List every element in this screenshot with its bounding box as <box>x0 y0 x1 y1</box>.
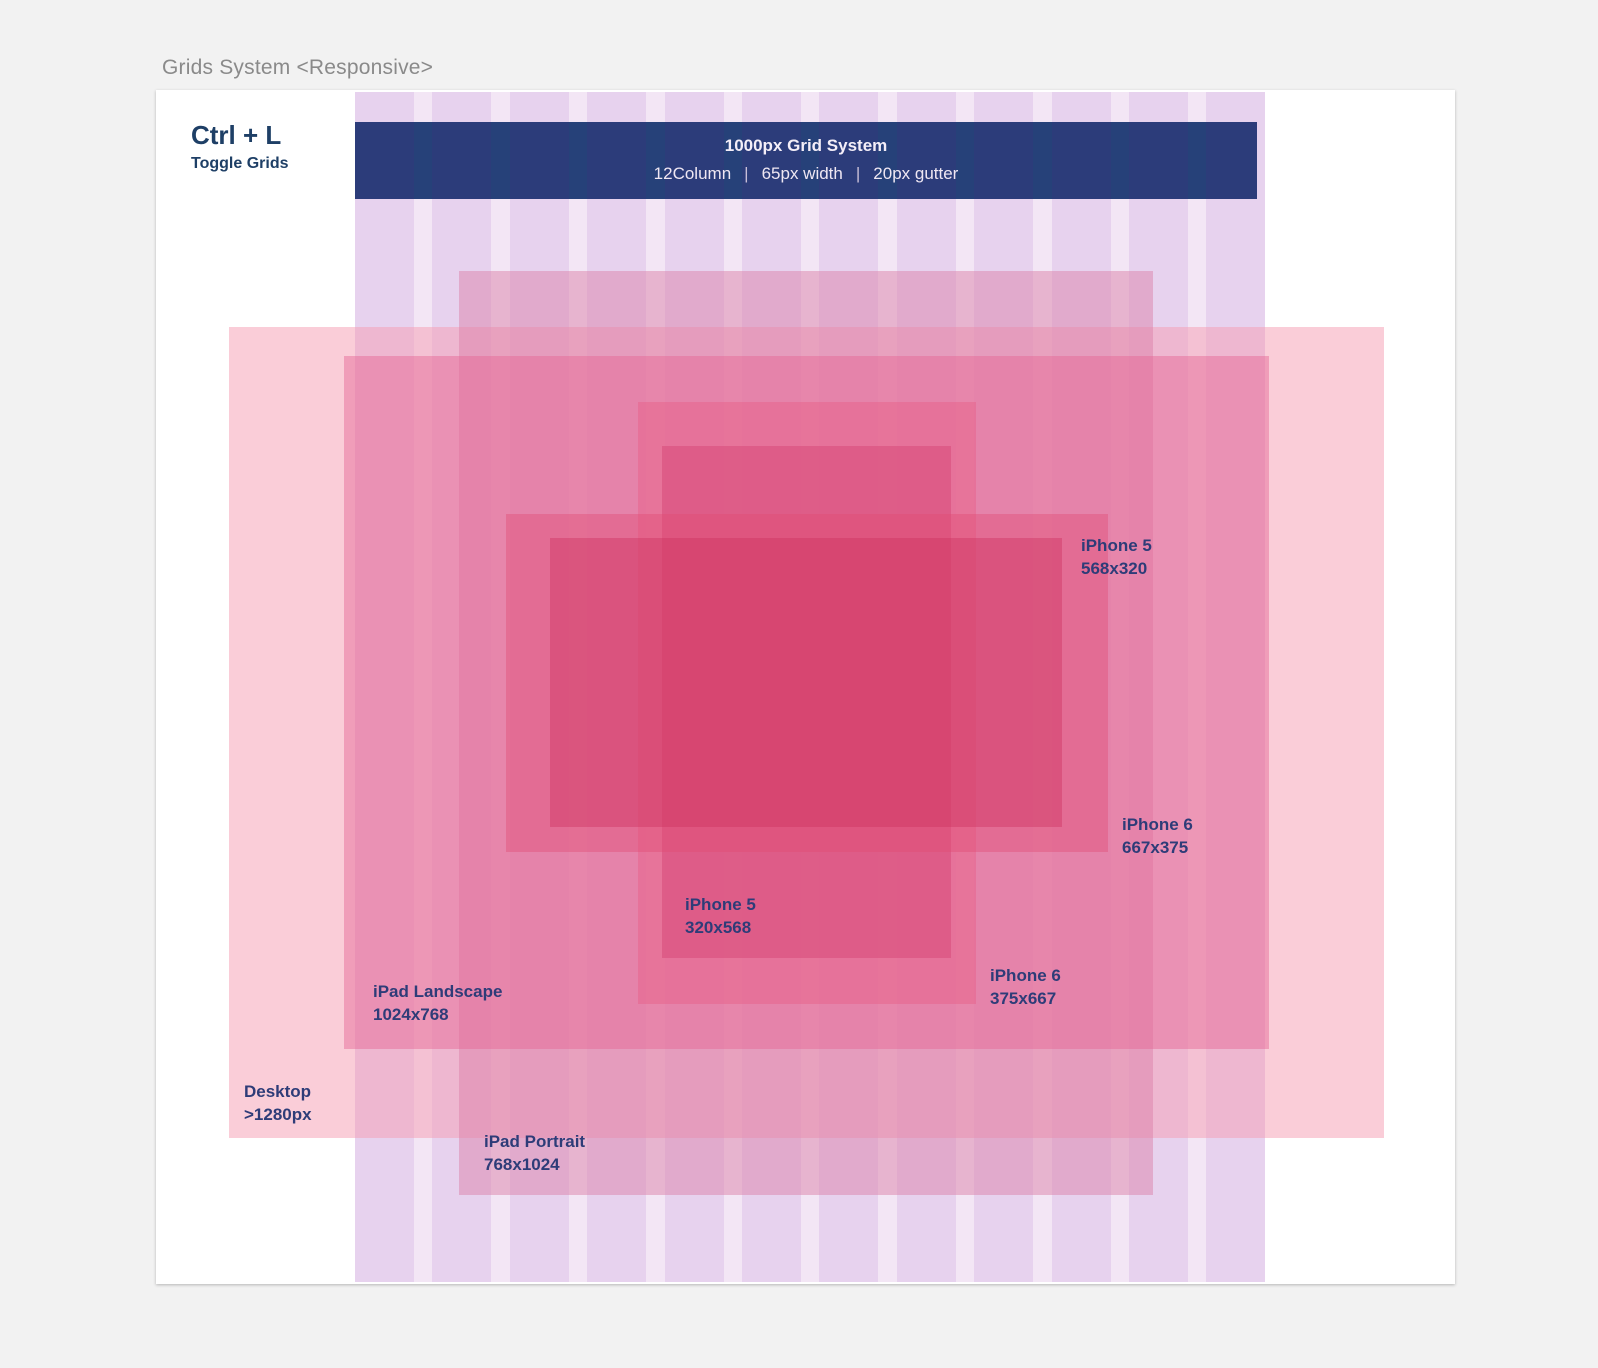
label-iphone5-portrait: iPhone 5 320x568 <box>685 893 756 939</box>
zone-iphone5-portrait <box>662 446 951 958</box>
device-name: iPhone 5 <box>1081 536 1152 555</box>
device-name: iPhone 5 <box>685 895 756 914</box>
banner-gutter-band <box>1110 122 1129 199</box>
banner-column-overlay <box>355 122 1257 199</box>
grid-system-banner: 1000px Grid System 12Column | 65px width | 2… <box>355 122 1257 199</box>
label-iphone6-landscape: iPhone 6 667x375 <box>1122 813 1193 859</box>
label-ipad-portrait: iPad Portrait 768x1024 <box>484 1130 585 1176</box>
label-iphone5-landscape: iPhone 5 568x320 <box>1081 534 1152 580</box>
device-name: iPad Landscape <box>373 982 503 1001</box>
device-size: >1280px <box>244 1105 312 1124</box>
device-size: 667x375 <box>1122 838 1189 857</box>
zone-iphone5-landscape <box>550 538 1062 827</box>
banner-width: 65px width <box>761 164 843 183</box>
banner-gutter-band <box>646 122 665 199</box>
banner-separator: | <box>855 164 861 183</box>
artboard-title: Grids System <Responsive> <box>162 56 434 79</box>
device-size: 320x568 <box>685 918 752 937</box>
zone-ipad-portrait <box>459 271 1153 1195</box>
device-size: 768x1024 <box>484 1155 560 1174</box>
artboard: 1000px Grid System 12Column | 65px width | 2… <box>156 90 1455 1284</box>
banner-gutter-band <box>491 122 510 199</box>
shortcut-key: Ctrl + L <box>191 120 282 150</box>
banner-columns: 12Column <box>653 164 732 183</box>
banner-gutter-band <box>723 122 742 199</box>
banner-gutter-band <box>1188 122 1207 199</box>
device-size: 1024x768 <box>373 1005 449 1024</box>
device-size: 568x320 <box>1081 559 1148 578</box>
banner-gutter-band <box>801 122 820 199</box>
banner-gutter-band <box>878 122 897 199</box>
zone-iphone6-landscape <box>506 514 1108 852</box>
banner-gutter: 20px gutter <box>873 164 959 183</box>
device-name: iPhone 6 <box>990 966 1061 985</box>
banner-specs: 12Column | 65px width | 20px gutter <box>355 164 1257 184</box>
label-ipad-landscape: iPad Landscape 1024x768 <box>373 980 502 1026</box>
banner-separator: | <box>744 164 749 183</box>
banner-gutter-band <box>568 122 588 199</box>
label-desktop: Desktop >1280px <box>244 1080 312 1126</box>
shortcut-action: Toggle Grids <box>191 155 289 172</box>
banner-gutter-band <box>1033 122 1052 199</box>
label-iphone6-portrait: iPhone 6 375x667 <box>990 964 1061 1010</box>
banner-title: 1000px Grid System <box>724 136 888 155</box>
device-name: iPad Portrait <box>484 1132 586 1151</box>
device-name: iPhone 6 <box>1122 815 1193 834</box>
zone-ipad-landscape <box>344 356 1269 1049</box>
banner-gutter-band <box>955 122 975 199</box>
device-size: 375x667 <box>990 989 1057 1008</box>
device-name: Desktop <box>244 1082 312 1101</box>
banner-gutter-band <box>414 122 433 199</box>
zone-iphone6-portrait <box>638 402 976 1004</box>
